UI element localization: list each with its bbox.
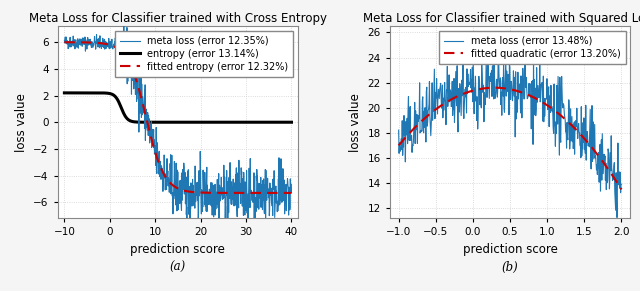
fitted quadratic (error 13.20%): [618, 188, 625, 191]
fitted quadratic (error 13.20%): [395, 144, 403, 147]
meta loss (error 12.35%): [198, 200, 206, 203]
meta loss (error 12.35%): [257, 196, 264, 199]
entropy (error 13.14%): [256, 120, 264, 124]
fitted entropy (error 12.32%): [74, 40, 82, 44]
entropy (error 13.14%): [287, 120, 295, 124]
Title: Meta Loss for Classifier trained with Squared Loss: Meta Loss for Classifier trained with Sq…: [363, 12, 640, 25]
meta loss (error 12.35%): [61, 39, 68, 42]
entropy (error 13.14%): [74, 91, 82, 95]
fitted quadratic (error 13.20%): [516, 90, 524, 93]
Text: (a): (a): [170, 261, 186, 274]
fitted quadratic (error 13.20%): [502, 87, 510, 90]
meta loss (error 13.48%): [618, 182, 625, 186]
fitted entropy (error 12.32%): [193, 191, 200, 194]
meta loss (error 12.35%): [244, 227, 252, 231]
entropy (error 13.14%): [198, 120, 206, 124]
X-axis label: prediction score: prediction score: [463, 243, 557, 256]
fitted entropy (error 12.32%): [198, 191, 206, 194]
meta loss (error 12.35%): [74, 46, 82, 50]
entropy (error 13.14%): [193, 120, 200, 124]
entropy (error 13.14%): [233, 120, 241, 124]
fitted entropy (error 12.32%): [61, 40, 68, 44]
fitted quadratic (error 13.20%): [501, 87, 509, 90]
fitted quadratic (error 13.20%): [490, 86, 498, 89]
Line: fitted entropy (error 12.32%): fitted entropy (error 12.32%): [65, 42, 291, 193]
meta loss (error 13.48%): [516, 82, 524, 86]
meta loss (error 13.48%): [502, 94, 510, 98]
meta loss (error 12.35%): [205, 187, 213, 191]
meta loss (error 13.48%): [501, 83, 509, 86]
meta loss (error 12.35%): [287, 191, 295, 194]
meta loss (error 12.35%): [193, 194, 200, 197]
Line: fitted quadratic (error 13.20%): fitted quadratic (error 13.20%): [399, 88, 621, 189]
fitted quadratic (error 13.20%): [612, 180, 620, 183]
Legend: meta loss (error 12.35%), entropy (error 13.14%), fitted entropy (error 12.32%): meta loss (error 12.35%), entropy (error…: [115, 31, 293, 77]
fitted entropy (error 12.32%): [287, 191, 295, 195]
Line: meta loss (error 13.48%): meta loss (error 13.48%): [399, 53, 621, 217]
meta loss (error 12.35%): [120, 1, 127, 4]
fitted entropy (error 12.32%): [233, 191, 241, 195]
entropy (error 13.14%): [61, 91, 68, 95]
fitted entropy (error 12.32%): [205, 191, 213, 194]
Y-axis label: loss value: loss value: [349, 93, 362, 152]
Title: Meta Loss for Classifier trained with Cross Entropy: Meta Loss for Classifier trained with Cr…: [29, 12, 327, 25]
meta loss (error 12.35%): [233, 208, 241, 211]
fitted quadratic (error 13.20%): [578, 134, 586, 137]
Line: meta loss (error 12.35%): meta loss (error 12.35%): [65, 3, 291, 229]
meta loss (error 13.48%): [612, 198, 620, 201]
fitted quadratic (error 13.20%): [528, 95, 536, 98]
Legend: meta loss (error 13.48%), fitted quadratic (error 13.20%): meta loss (error 13.48%), fitted quadrat…: [439, 31, 625, 64]
meta loss (error 13.48%): [494, 51, 502, 55]
entropy (error 13.14%): [205, 120, 213, 124]
meta loss (error 13.48%): [578, 154, 586, 158]
Text: (b): (b): [502, 261, 518, 274]
meta loss (error 13.48%): [613, 216, 621, 219]
X-axis label: prediction score: prediction score: [131, 243, 225, 256]
fitted entropy (error 12.32%): [256, 191, 264, 195]
Line: entropy (error 13.14%): entropy (error 13.14%): [65, 93, 291, 122]
Y-axis label: loss value: loss value: [15, 93, 28, 152]
meta loss (error 13.48%): [395, 128, 403, 132]
meta loss (error 13.48%): [528, 80, 536, 83]
